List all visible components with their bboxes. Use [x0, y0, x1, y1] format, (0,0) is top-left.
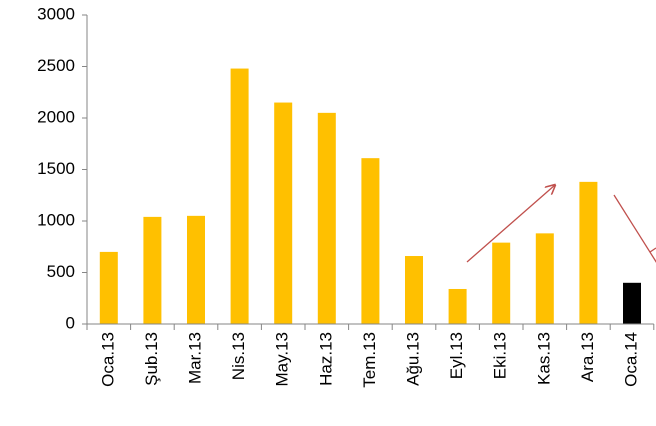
y-tick-label: 2000	[37, 107, 75, 126]
y-tick-label: 1500	[37, 159, 75, 178]
bar	[579, 181, 598, 324]
x-tick-label: Mar.13	[185, 332, 204, 384]
bar	[274, 102, 293, 324]
y-tick-label: 2500	[37, 56, 75, 75]
bar	[317, 112, 336, 324]
x-tick-label: Ara.13	[578, 332, 597, 382]
bar	[187, 215, 205, 324]
trend-arrow-head	[649, 247, 656, 253]
x-tick-label: Eki.13	[491, 332, 510, 379]
y-tick-label: 1000	[37, 210, 75, 229]
x-tick-label: Nis.13	[229, 332, 248, 380]
bar	[143, 216, 162, 324]
bar	[99, 251, 118, 324]
bar	[230, 68, 249, 324]
y-tick-label: 500	[47, 262, 75, 281]
bar	[361, 158, 380, 324]
y-tick-label: 0	[66, 313, 75, 332]
bar	[405, 256, 423, 324]
x-tick-label: Eyl.13	[447, 332, 466, 379]
bar	[535, 233, 554, 324]
bar	[623, 282, 641, 324]
x-tick-label: Ağu.13	[403, 332, 422, 386]
bar	[492, 242, 511, 324]
x-tick-label: Tem.13	[360, 332, 379, 388]
trend-arrow	[613, 194, 656, 263]
x-tick-label: Şub.13	[142, 332, 161, 386]
trend-arrow	[466, 185, 555, 263]
x-tick-label: Oca.14	[621, 332, 640, 387]
x-tick-label: Kas.13	[534, 332, 553, 385]
x-tick-label: Haz.13	[316, 332, 335, 386]
x-tick-label: Oca.13	[98, 332, 117, 387]
bar	[448, 288, 467, 324]
x-tick-label: May.13	[273, 332, 292, 387]
y-tick-label: 3000	[37, 4, 75, 23]
